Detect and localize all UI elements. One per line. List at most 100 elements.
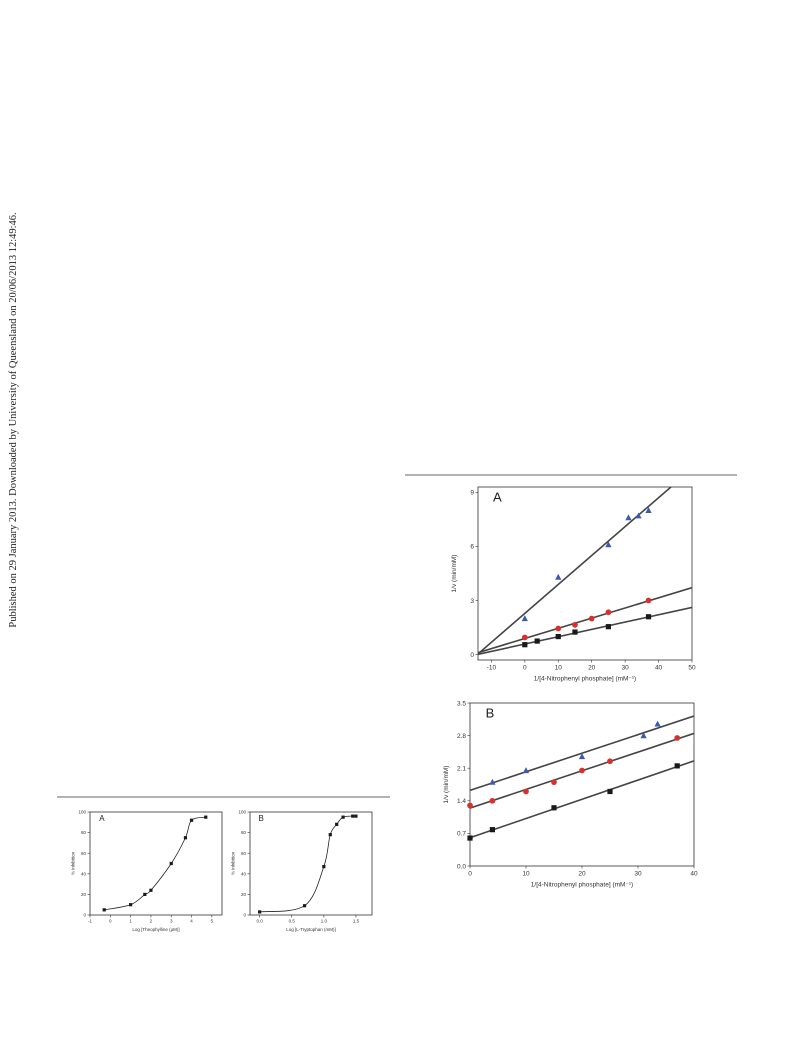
marker — [607, 758, 613, 765]
marker — [489, 797, 496, 804]
x-tick-label: 0 — [468, 871, 472, 878]
fit-line — [478, 586, 692, 654]
marker — [645, 614, 652, 620]
marker — [489, 778, 496, 785]
y-tick-label: 40 — [241, 871, 247, 876]
marker — [521, 615, 528, 622]
x-tick-label: 3 — [170, 919, 173, 924]
x-tick-label: 20 — [578, 871, 586, 878]
y-tick-label: 100 — [78, 810, 86, 815]
marker — [322, 864, 326, 869]
x-tick-label: 4 — [190, 919, 193, 924]
x-tick-label: 50 — [688, 665, 696, 672]
y-tick-label: 6 — [470, 544, 474, 551]
marker — [328, 833, 332, 837]
marker — [674, 735, 681, 741]
marker — [189, 818, 194, 822]
x-tick-label: 5 — [211, 919, 214, 924]
marker — [578, 753, 586, 760]
marker — [467, 835, 473, 841]
curve — [104, 816, 206, 911]
x-tick-label: 0 — [109, 919, 112, 924]
marker — [129, 903, 133, 907]
x-axis-label: Log [Theophylline (μM)] — [132, 927, 179, 932]
y-tick-label: 0 — [243, 913, 246, 918]
marker — [674, 763, 680, 769]
marker — [522, 642, 528, 648]
marker — [572, 629, 578, 635]
plot-frame — [89, 811, 223, 916]
chart: 0 10 20 30 40 0.0 0.7 1.4 2.1 2.8 3.5 B 1/[4-Nitroph… — [443, 700, 698, 888]
panel-label: A — [493, 489, 502, 504]
y-tick-label: 0 — [470, 652, 474, 659]
marker — [551, 779, 557, 786]
plot-frame — [249, 811, 373, 916]
marker — [635, 512, 642, 519]
marker — [607, 788, 613, 795]
y-tick-label: 80 — [81, 830, 87, 835]
marker — [351, 814, 355, 818]
marker — [654, 720, 661, 727]
x-tick-label: 30 — [622, 665, 630, 672]
marker — [467, 802, 473, 809]
marker — [640, 732, 647, 739]
y-tick-label: 100 — [238, 810, 246, 815]
marker — [335, 822, 339, 826]
curve — [259, 815, 356, 913]
marker — [521, 634, 528, 641]
chart: -10 0 10 20 30 40 50 0 3 6 9 A 1/[4-Nitrophenyl phos… — [451, 486, 696, 683]
panel-label: A — [99, 814, 105, 823]
marker — [354, 814, 358, 818]
marker — [555, 573, 562, 580]
marker — [341, 815, 345, 819]
fit-line — [478, 487, 673, 655]
marker — [523, 788, 529, 795]
marker — [645, 507, 652, 514]
marker — [258, 910, 262, 914]
chart: 0.0 0.5 1.0 1.5 0 20 40 60 80 100 B Log [L-Tryptoph… — [231, 810, 373, 932]
marker — [588, 615, 595, 622]
fit-line — [478, 606, 692, 656]
y-tick-label: 20 — [241, 892, 247, 897]
y-tick-label: 0.7 — [457, 831, 466, 838]
y-tick-label: 0.0 — [457, 863, 466, 870]
x-tick-label: 40 — [655, 665, 663, 672]
marker — [605, 624, 612, 630]
x-tick-label: 10 — [555, 665, 563, 672]
marker — [169, 861, 173, 866]
marker — [534, 638, 540, 644]
y-tick-label: 40 — [81, 871, 87, 876]
y-tick-label: 0 — [83, 913, 86, 918]
x-tick-label: 0 — [523, 665, 527, 672]
fit-line — [470, 760, 694, 839]
x-tick-label: 0.5 — [289, 919, 296, 924]
watermark: Published on 29 January 2013. Downloaded… — [8, 212, 19, 627]
y-axis-label: % Inhibition — [231, 851, 236, 875]
marker — [551, 805, 557, 811]
panel-label: B — [259, 814, 264, 823]
marker — [102, 908, 106, 912]
marker — [183, 836, 188, 840]
marker — [605, 609, 612, 616]
marker — [149, 888, 153, 892]
y-tick-label: 3.5 — [457, 700, 466, 707]
marker — [579, 767, 585, 774]
marker — [605, 541, 612, 548]
y-axis-label: % Inhibition — [71, 851, 76, 875]
y-axis-label: 1/v (min/mM) — [443, 766, 450, 804]
y-tick-label: 3 — [470, 598, 474, 605]
x-tick-label: 0.0 — [256, 919, 263, 924]
marker — [204, 815, 208, 819]
marker — [143, 892, 147, 896]
x-tick-label: -1 — [88, 919, 92, 924]
y-tick-label: 9 — [470, 490, 474, 497]
marker — [302, 904, 307, 908]
x-axis-label: 1/[4-Nitrophenyl phosphate] (mM⁻¹) — [534, 676, 636, 683]
marker — [572, 621, 578, 628]
x-tick-label: 1.5 — [353, 919, 360, 924]
x-tick-label: 1.0 — [321, 919, 328, 924]
marker — [555, 625, 562, 632]
y-tick-label: 2.1 — [457, 765, 466, 772]
